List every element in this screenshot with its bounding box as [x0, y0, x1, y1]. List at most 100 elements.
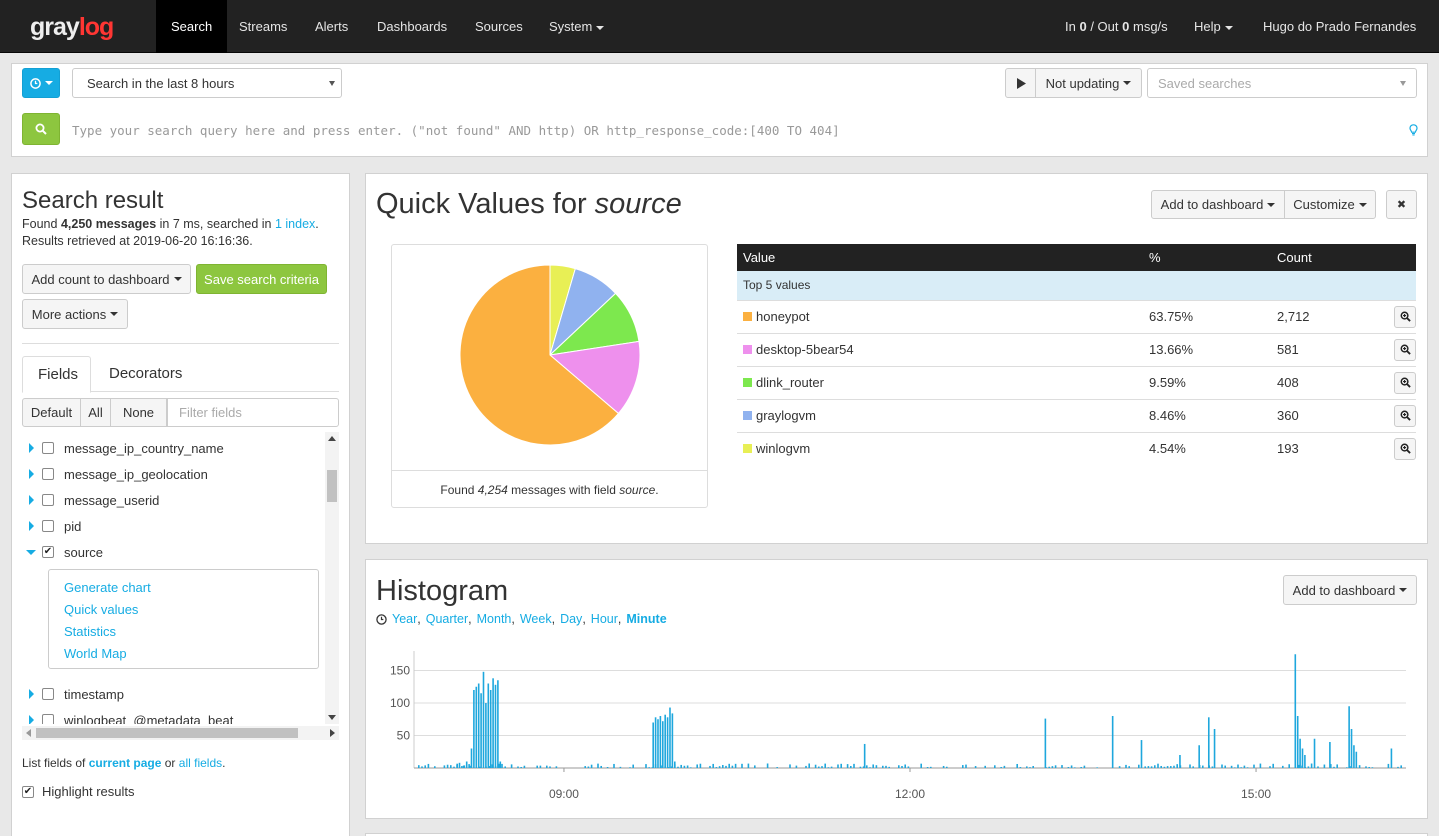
saved-searches-select[interactable]: Saved searches [1147, 68, 1417, 98]
index-link[interactable]: 1 index [274, 217, 316, 231]
filter-all-button[interactable]: All [80, 398, 111, 427]
field-item-source[interactable]: ✔ source [26, 539, 103, 565]
zoom-in-icon[interactable] [1394, 305, 1416, 328]
expand-icon[interactable] [29, 715, 34, 724]
scroll-thumb[interactable] [327, 470, 337, 502]
nav-alerts[interactable]: Alerts [315, 19, 349, 34]
scroll-up-icon[interactable] [328, 436, 336, 441]
scroll-down-icon[interactable] [328, 715, 336, 720]
search-bar: Search in the last 8 hours Not updating … [11, 63, 1428, 157]
add-count-to-dashboard-button[interactable]: Add count to dashboard [22, 264, 191, 294]
field-checkbox[interactable] [42, 468, 54, 480]
separator: , [417, 612, 421, 626]
close-icon[interactable]: ✖ [1386, 190, 1417, 219]
zoom-in-icon[interactable] [1394, 371, 1416, 394]
nav-streams[interactable]: Streams [239, 19, 288, 34]
histogram-bar [504, 766, 506, 768]
hscroll-thumb[interactable] [36, 728, 298, 738]
nav-help[interactable]: Help [1179, 0, 1248, 53]
collapse-icon[interactable] [26, 549, 36, 555]
time-range-select[interactable]: Search in the last 8 hours [72, 68, 342, 98]
highlight-results-toggle[interactable]: ✔ Highlight results [22, 784, 135, 799]
field-item[interactable]: message_ip_country_name [26, 435, 224, 461]
resolution-month[interactable]: Month [476, 612, 512, 626]
field-item[interactable]: timestamp [26, 681, 124, 707]
resolution-day[interactable]: Day [560, 612, 583, 626]
histogram-bar [485, 703, 487, 768]
histogram-bar [1192, 766, 1194, 768]
value-cell: desktop-5bear54 [737, 332, 1143, 366]
zoom-in-icon[interactable] [1394, 404, 1416, 427]
expand-icon[interactable] [29, 689, 34, 699]
more-actions-button[interactable]: More actions [22, 299, 128, 329]
nav-system[interactable]: System [534, 0, 619, 53]
world-map-link[interactable]: World Map [64, 646, 127, 661]
histogram-bar [1246, 767, 1249, 768]
histogram-bar [487, 683, 490, 768]
histogram-bar [805, 765, 807, 768]
field-item[interactable]: message_userid [26, 487, 159, 513]
histogram-bar [795, 765, 798, 768]
separator: , [582, 612, 586, 626]
qv-customize-label: Customize [1293, 197, 1355, 212]
field-checkbox[interactable] [42, 520, 54, 532]
quick-values-link[interactable]: Quick values [64, 602, 139, 617]
filter-fields-input[interactable]: Filter fields [167, 398, 339, 427]
y-tick-label: 100 [390, 696, 410, 710]
field-item[interactable]: pid [26, 513, 81, 539]
expand-icon[interactable] [29, 495, 34, 505]
resolution-quarter[interactable]: Quarter [425, 612, 469, 626]
histogram-add-to-dashboard-button[interactable]: Add to dashboard [1283, 575, 1417, 605]
resolution-year[interactable]: Year [392, 612, 418, 626]
all-fields-link[interactable]: all fields [178, 756, 223, 770]
nav-dashboards[interactable]: Dashboards [377, 19, 448, 34]
field-checkbox[interactable] [42, 494, 54, 506]
resolution-minute[interactable]: Minute [626, 612, 667, 626]
generate-chart-link[interactable]: Generate chart [64, 580, 151, 595]
scroll-right-icon[interactable] [330, 729, 335, 737]
top-navbar: gray log Search Streams Alerts Dashboards… [0, 0, 1439, 83]
filter-default-button[interactable]: Default [22, 398, 81, 427]
field-list-vscrollbar[interactable] [325, 432, 339, 724]
histogram-bar [632, 764, 634, 768]
refresh-interval-button[interactable]: Not updating [1035, 68, 1142, 98]
save-search-criteria-button[interactable]: Save search criteria [196, 264, 327, 294]
histogram-bar [869, 767, 871, 768]
nav-user-menu[interactable]: Hugo do Prado Fernandes [1248, 0, 1439, 83]
search-submit-button[interactable] [22, 113, 60, 145]
value-text: dlink_router [756, 375, 824, 390]
tab-decorators[interactable]: Decorators [109, 365, 183, 382]
expand-icon[interactable] [29, 443, 34, 453]
graylog-logo[interactable]: gray log [30, 12, 114, 42]
current-page-link[interactable]: current page [88, 756, 162, 770]
zoom-in-icon[interactable] [1394, 338, 1416, 361]
zoom-in-icon[interactable] [1394, 437, 1416, 460]
lightbulb-icon[interactable] [1409, 124, 1418, 139]
action-cell [1381, 398, 1416, 432]
field-item[interactable]: winlogbeat_@metadata_beat [26, 707, 233, 724]
resolution-hour[interactable]: Hour [590, 612, 618, 626]
qv-customize-button[interactable]: Customize [1284, 190, 1376, 219]
highlight-checkbox[interactable]: ✔ [22, 785, 34, 798]
resolution-week[interactable]: Week [519, 612, 552, 626]
statistics-link[interactable]: Statistics [64, 624, 117, 639]
field-checkbox-checked[interactable]: ✔ [42, 546, 54, 558]
expand-icon[interactable] [29, 469, 34, 479]
tab-fields[interactable]: Fields [22, 356, 91, 393]
nav-sources[interactable]: Sources [475, 19, 523, 34]
expand-icon[interactable] [29, 521, 34, 531]
scroll-left-icon[interactable] [26, 729, 31, 737]
field-item[interactable]: message_ip_geolocation [26, 461, 208, 487]
play-button[interactable] [1005, 68, 1036, 98]
histogram-bar [974, 766, 977, 768]
field-checkbox[interactable] [42, 714, 54, 724]
field-checkbox[interactable] [42, 442, 54, 454]
time-range-type-button[interactable] [22, 68, 60, 98]
nav-search[interactable]: Search [156, 0, 228, 53]
search-query-input[interactable]: Type your search query here and press en… [72, 123, 840, 138]
field-checkbox[interactable] [42, 688, 54, 700]
filter-none-button[interactable]: None [110, 398, 167, 427]
color-swatch [743, 411, 752, 420]
qv-add-to-dashboard-button[interactable]: Add to dashboard [1151, 190, 1285, 219]
field-list-hscrollbar[interactable] [22, 726, 339, 740]
